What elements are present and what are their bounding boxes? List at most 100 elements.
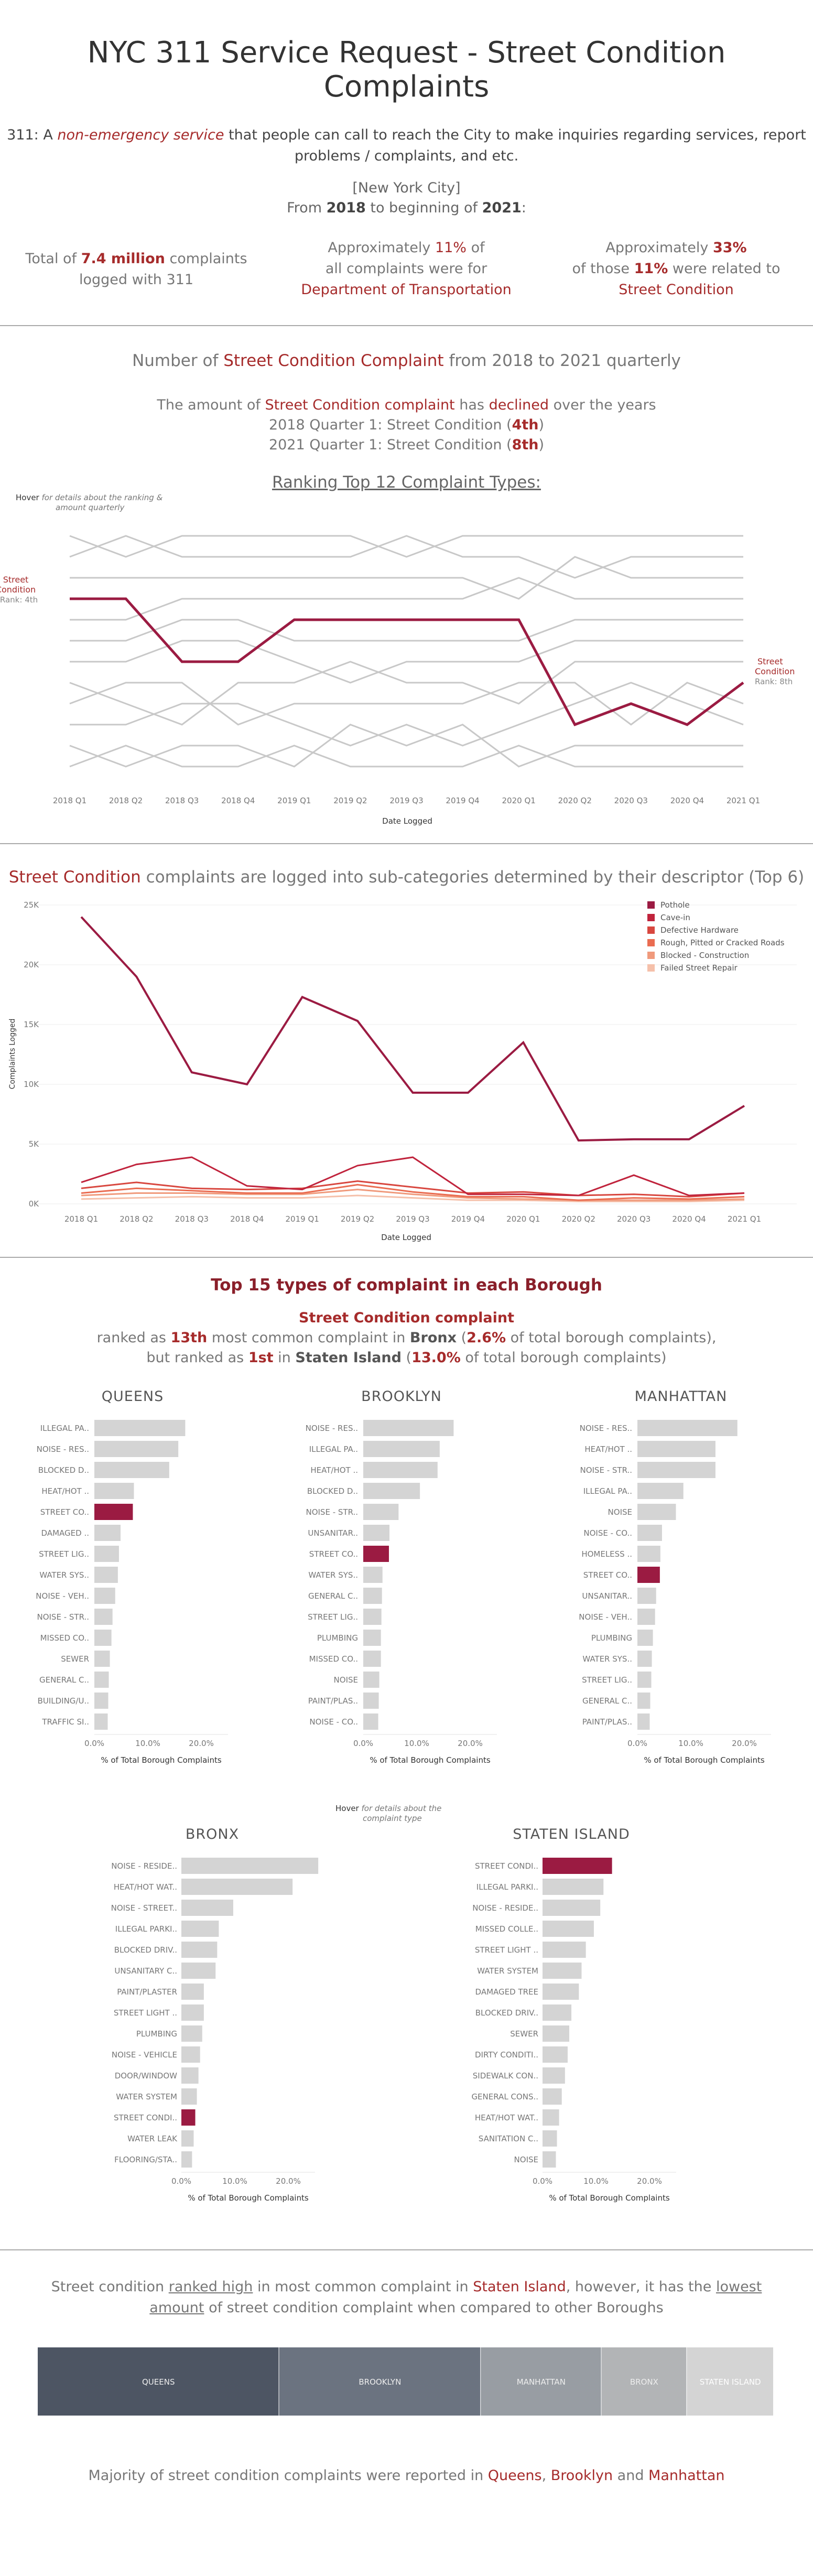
bar[interactable] — [543, 1963, 582, 1979]
bar[interactable] — [637, 1504, 676, 1520]
bar[interactable] — [543, 1942, 586, 1958]
bar[interactable] — [181, 1900, 233, 1916]
borough-chart-queens[interactable]: QUEENS ILLEGAL PA.. NOISE - RES.. BLOCKED D… — [36, 1388, 228, 1765]
bar[interactable] — [363, 1651, 381, 1667]
bar[interactable] — [94, 1651, 110, 1667]
bar-street-condition[interactable] — [543, 1858, 612, 1874]
bar[interactable] — [181, 2025, 202, 2042]
bar[interactable] — [363, 1630, 381, 1646]
bar[interactable] — [181, 2130, 194, 2147]
bar[interactable] — [543, 2004, 572, 2021]
bump-chart[interactable]: 2018 Q1 2018 Q2 2018 Q3 2018 Q4 2019 Q1 2019 … — [0, 509, 813, 834]
bar[interactable] — [363, 1420, 454, 1436]
legend-label[interactable]: Defective Hardware — [660, 925, 739, 935]
bump-series-7[interactable] — [69, 682, 744, 726]
bar[interactable] — [94, 1462, 169, 1478]
bar[interactable] — [363, 1504, 399, 1520]
bar[interactable] — [181, 1921, 219, 1937]
bar[interactable] — [363, 1483, 420, 1499]
bump-series-3[interactable] — [70, 577, 743, 621]
bar-street-condition[interactable] — [94, 1504, 133, 1520]
treemap-tile[interactable] — [38, 2347, 279, 2416]
bump-series-8[interactable] — [70, 682, 744, 747]
bar-street-condition[interactable] — [363, 1546, 389, 1562]
bump-series-10[interactable] — [69, 745, 743, 768]
bar[interactable] — [637, 1525, 662, 1541]
bar[interactable] — [363, 1609, 382, 1625]
bar[interactable] — [363, 1462, 438, 1478]
bar[interactable] — [543, 1984, 579, 2000]
bar[interactable] — [94, 1588, 115, 1604]
bar[interactable] — [363, 1672, 380, 1688]
borough-chart-bronx[interactable]: BRONX NOISE - RESIDE.. HEAT/HOT WAT.. NOISE… — [111, 1826, 319, 2203]
legend-label[interactable]: Failed Street Repair — [660, 963, 738, 973]
bump-series-2[interactable] — [70, 556, 743, 600]
treemap-tile[interactable] — [279, 2347, 481, 2416]
bar[interactable] — [543, 2046, 568, 2063]
bar[interactable] — [181, 2151, 192, 2168]
bar[interactable] — [637, 1420, 738, 1436]
bar[interactable] — [637, 1630, 653, 1646]
bar[interactable] — [94, 1672, 109, 1688]
bar[interactable] — [94, 1630, 112, 1646]
bar[interactable] — [543, 2130, 557, 2147]
bar[interactable] — [94, 1441, 179, 1457]
bump-series-street-condition[interactable] — [70, 597, 744, 727]
bar[interactable] — [363, 1567, 383, 1583]
bump-series-1[interactable] — [69, 535, 743, 579]
bump-series-4[interactable] — [70, 619, 743, 642]
bar[interactable] — [543, 1921, 594, 1937]
descriptor-series-2[interactable] — [81, 1180, 745, 1198]
bar[interactable] — [94, 1713, 108, 1730]
bar[interactable] — [94, 1546, 119, 1562]
bar[interactable] — [637, 1609, 655, 1625]
bar[interactable] — [181, 1963, 216, 1979]
borough-chart-staten_island[interactable]: STATEN ISLAND STREET CONDI.. ILLEGAL PARKI… — [471, 1826, 676, 2203]
bar[interactable] — [181, 1942, 218, 1958]
bar[interactable] — [363, 1525, 389, 1541]
bar[interactable] — [543, 1879, 604, 1895]
bar[interactable] — [181, 2088, 197, 2105]
bar[interactable] — [181, 2067, 199, 2084]
bar[interactable] — [637, 1546, 660, 1562]
bar[interactable] — [181, 1858, 319, 1874]
bar-street-condition[interactable] — [637, 1567, 660, 1583]
bar[interactable] — [543, 1900, 601, 1916]
bar[interactable] — [637, 1483, 684, 1499]
descriptor-series-4[interactable] — [81, 1189, 745, 1201]
bar[interactable] — [637, 1441, 716, 1457]
bump-series-9[interactable] — [69, 724, 743, 768]
bar[interactable] — [94, 1567, 118, 1583]
bar[interactable] — [94, 1483, 134, 1499]
bar-street-condition[interactable] — [181, 2109, 196, 2126]
descriptor-series-3[interactable] — [81, 1184, 745, 1201]
bar[interactable] — [181, 1984, 204, 2000]
bar[interactable] — [637, 1588, 656, 1604]
legend-label[interactable]: Blocked - Construction — [660, 951, 749, 960]
bar[interactable] — [181, 1879, 293, 1895]
bar[interactable] — [543, 2025, 569, 2042]
descriptor-series-0[interactable] — [80, 916, 745, 1142]
legend-label[interactable]: Rough, Pitted or Cracked Roads — [660, 938, 785, 947]
bar[interactable] — [637, 1713, 650, 1730]
bar[interactable] — [637, 1693, 651, 1709]
bar[interactable] — [637, 1651, 652, 1667]
treemap-tile[interactable] — [601, 2347, 687, 2416]
borough-chart-brooklyn[interactable]: BROOKLYN NOISE - RES.. ILLEGAL PA.. HEAT/HO… — [306, 1388, 497, 1765]
bar[interactable] — [363, 1588, 382, 1604]
bump-series-0[interactable] — [69, 535, 743, 558]
bar[interactable] — [94, 1693, 109, 1709]
bar[interactable] — [543, 2067, 565, 2084]
bar[interactable] — [363, 1441, 440, 1457]
bar[interactable] — [543, 2088, 562, 2105]
bar[interactable] — [637, 1672, 652, 1688]
treemap-tile[interactable] — [687, 2347, 773, 2416]
descriptor-chart[interactable]: 0K 5K 10K 15K 20K 25K 2018 Q1 2018 Q2 2018 Q3 201… — [0, 897, 813, 1253]
bar[interactable] — [363, 1713, 378, 1730]
treemap-tile[interactable] — [481, 2347, 601, 2416]
bar[interactable] — [181, 2046, 200, 2063]
borough-charts[interactable]: QUEENS ILLEGAL PA.. NOISE - RES.. BLOCKED D… — [0, 1384, 813, 2307]
bar[interactable] — [94, 1609, 113, 1625]
bar[interactable] — [94, 1525, 121, 1541]
descriptor-series-1[interactable] — [81, 1156, 745, 1197]
